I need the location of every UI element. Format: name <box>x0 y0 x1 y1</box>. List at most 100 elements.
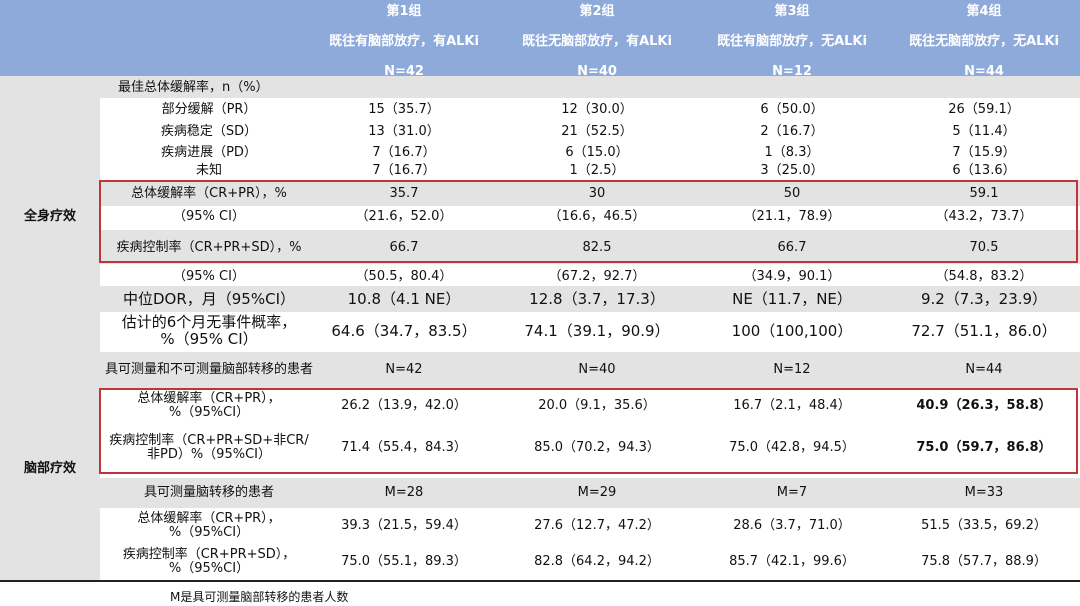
group-name: 第4组 <box>966 4 1002 19</box>
table-cell: 6（15.0） <box>565 145 629 160</box>
row-label: 总体缓解率（CR+PR），%（95%CI） <box>137 391 281 420</box>
group-n: N=12 <box>772 64 812 79</box>
table-cell: 72.7（51.1，86.0） <box>911 321 1057 340</box>
table-cell: （43.2，73.7） <box>935 209 1033 224</box>
group-desc: 既往有脑部放疗，无ALKi <box>717 34 867 49</box>
row-label: 疾病稳定（SD） <box>160 124 258 139</box>
row-label: 疾病控制率（CR+PR+SD），%（95%CI） <box>122 547 296 576</box>
table-cell: 71.4（55.4，84.3） <box>341 440 467 455</box>
group-4-header: 第4组 既往无脑部放疗，无ALKi N=44 <box>889 3 1079 81</box>
table-cell <box>502 78 692 98</box>
table-cell: 15（35.7） <box>368 102 440 117</box>
row-label: 最佳总体缓解率，n（%） <box>118 80 269 95</box>
table-cell: 70.5 <box>969 240 999 255</box>
section-label-systemic: 全身疗效 <box>0 76 100 352</box>
table-cell: 3（25.0） <box>760 163 824 178</box>
row-label: 疾病控制率（CR+PR+SD+非CR/非PD）%（95%CI） <box>109 433 309 462</box>
table-cell: 74.1（39.1，90.9） <box>524 321 670 340</box>
table-cell: 26.2（13.9，42.0） <box>341 398 467 413</box>
table-cell: 7（16.7） <box>372 145 436 160</box>
table-header <box>0 0 1080 76</box>
table-cell: 9.2（7.3，23.9） <box>920 289 1048 308</box>
group-3-header: 第3组 既往有脑部放疗，无ALKi N=12 <box>697 3 887 81</box>
table-cell: 13（31.0） <box>368 124 440 139</box>
table-cell: 7（16.7） <box>372 163 436 178</box>
row-band <box>0 478 1080 508</box>
group-desc: 既往有脑部放疗，有ALKi <box>329 34 479 49</box>
row-label: 疾病进展（PD） <box>161 145 257 160</box>
row-band <box>0 180 1080 206</box>
row-band <box>0 352 1080 388</box>
table-cell: N=44 <box>965 362 1003 377</box>
group-n: N=44 <box>964 64 1004 79</box>
table-cell: 75.8（57.7，88.9） <box>921 554 1047 569</box>
table-cell: 7（15.9） <box>952 145 1016 160</box>
table-cell: 59.1 <box>969 186 999 201</box>
table-cell: 20.0（9.1，35.6） <box>538 398 656 413</box>
group-n: N=40 <box>577 64 617 79</box>
table-cell: 26（59.1） <box>948 102 1020 117</box>
table-cell: 51.5（33.5，69.2） <box>921 518 1047 533</box>
section-label-brain: 脑部疗效 <box>0 352 100 580</box>
group-2-header: 第2组 既往无脑部放疗，有ALKi N=40 <box>502 3 692 81</box>
row-label: 中位DOR，月（95%CI） <box>122 289 296 308</box>
table-cell: 1（8.3） <box>764 145 820 160</box>
table-cell: N=40 <box>578 362 616 377</box>
row-label: 总体缓解率（CR+PR），% <box>131 186 287 201</box>
table-cell: NE（11.7，NE） <box>732 289 852 308</box>
table-cell: M=7 <box>776 485 808 500</box>
row-label: 总体缓解率（CR+PR），%（95%CI） <box>137 511 281 540</box>
table-cell: 30 <box>588 186 606 201</box>
table-cell: 82.5 <box>582 240 612 255</box>
table-cell: N=42 <box>385 362 423 377</box>
row-label: （95% CI） <box>173 269 245 284</box>
table-cell: （67.2，92.7） <box>548 269 646 284</box>
table-cell: 1（2.5） <box>569 163 625 178</box>
row-band <box>0 286 1080 312</box>
table-cell: 28.6（3.7，71.0） <box>733 518 851 533</box>
row-label: 未知 <box>195 163 222 178</box>
row-band <box>0 76 1080 98</box>
table-cell: （54.8，83.2） <box>935 269 1033 284</box>
group-1-header: 第1组 既往有脑部放疗，有ALKi N=42 <box>310 3 498 81</box>
table-cell: 35.7 <box>389 186 419 201</box>
row-label: 具可测量和不可测量脑部转移的患者 <box>104 362 313 377</box>
table-cell: 2（16.7） <box>760 124 824 139</box>
row-label: 具可测量脑转移的患者 <box>143 485 274 500</box>
table-cell: （34.9，90.1） <box>743 269 841 284</box>
row-label: 估计的6个月无事件概率，%（95% CI） <box>121 313 297 348</box>
table-cell: 12.8（3.7，17.3） <box>529 289 665 308</box>
table-cell: N=12 <box>773 362 811 377</box>
table-cell: M=33 <box>964 485 1004 500</box>
table-cell: M=29 <box>577 485 617 500</box>
table-cell: 39.3（21.5，59.4） <box>341 518 467 533</box>
table-cell: （50.5，80.4） <box>355 269 453 284</box>
table-cell: 75.0（59.7，86.8） <box>916 440 1052 455</box>
table-cell: 10.8（4.1 NE） <box>347 289 461 308</box>
table-cell: 5（11.4） <box>952 124 1016 139</box>
table-cell: 75.0（55.1，89.3） <box>341 554 467 569</box>
footnote: M是具可测量脑部转移的患者人数 <box>170 590 349 604</box>
table-cell: （21.6，52.0） <box>355 209 453 224</box>
table-cell: 12（30.0） <box>561 102 633 117</box>
table-cell: 50 <box>783 186 801 201</box>
row-label: 疾病控制率（CR+PR+SD），% <box>116 240 302 255</box>
table-cell: 6（50.0） <box>760 102 824 117</box>
table-cell <box>889 78 1079 98</box>
row-band <box>0 230 1080 264</box>
table-cell: 66.7 <box>389 240 419 255</box>
table-cell: （21.1，78.9） <box>743 209 841 224</box>
group-desc: 既往无脑部放疗，有ALKi <box>522 34 672 49</box>
table-cell: 85.7（42.1，99.6） <box>729 554 855 569</box>
table-cell: 100（100,100） <box>731 321 853 340</box>
table-cell: 40.9（26.3，58.8） <box>916 398 1052 413</box>
table-cell: 21（52.5） <box>561 124 633 139</box>
table-cell: 6（13.6） <box>952 163 1016 178</box>
table-cell: 85.0（70.2，94.3） <box>534 440 660 455</box>
table-cell: 16.7（2.1，48.4） <box>733 398 851 413</box>
group-name: 第3组 <box>774 4 810 19</box>
group-name: 第2组 <box>579 4 615 19</box>
row-label: （95% CI） <box>173 209 245 224</box>
table-cell: 82.8（64.2，94.2） <box>534 554 660 569</box>
table-cell: 64.6（34.7，83.5） <box>331 321 477 340</box>
